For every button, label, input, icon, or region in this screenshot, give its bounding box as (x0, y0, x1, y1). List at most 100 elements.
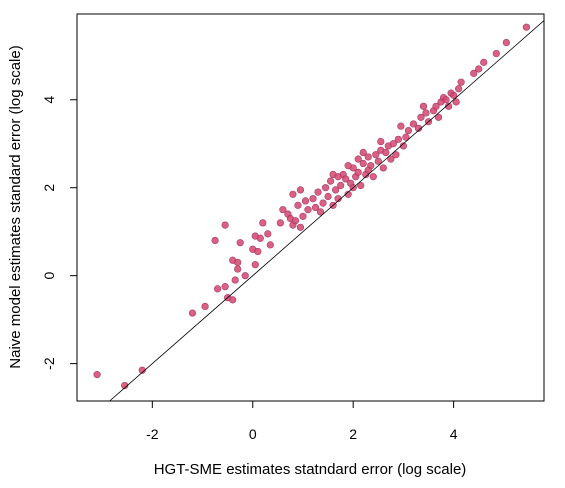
data-point (399, 142, 407, 150)
data-point (364, 166, 372, 174)
data-point (377, 137, 385, 146)
data-point (334, 173, 342, 181)
data-point (394, 135, 402, 143)
data-point (342, 175, 350, 183)
data-point (357, 181, 365, 190)
x-tick-label: 2 (349, 426, 357, 442)
y-axis-title: Naive model estimates standard error (lo… (7, 45, 24, 368)
data-point (337, 181, 345, 190)
data-point (409, 120, 418, 128)
data-point (121, 382, 129, 390)
data-point (289, 190, 297, 198)
data-point (522, 23, 531, 31)
data-point (364, 153, 372, 161)
data-point (296, 223, 305, 231)
data-point (374, 157, 382, 165)
data-point (188, 309, 197, 317)
data-point (309, 195, 317, 203)
data-point (419, 102, 428, 110)
data-point (236, 239, 244, 247)
data-point (93, 371, 101, 379)
data-point (254, 247, 262, 256)
data-point (211, 236, 219, 245)
data-point (334, 195, 342, 203)
data-point (311, 203, 320, 212)
data-point (502, 38, 510, 47)
y-tick-label: 4 (41, 96, 57, 104)
data-point (251, 261, 259, 269)
data-point (316, 208, 325, 216)
data-point (417, 113, 425, 121)
y-axis: -2 0 2 4 (41, 96, 77, 370)
data-point (359, 159, 367, 168)
data-point (221, 283, 229, 291)
data-point (304, 206, 312, 214)
data-point (402, 133, 410, 141)
data-point (296, 186, 305, 194)
data-point (319, 199, 327, 207)
x-axis-title: HGT-SME estimates statndard error (log s… (154, 461, 467, 478)
data-point (387, 155, 395, 163)
y-tick-label: 0 (41, 272, 57, 280)
data-point (455, 85, 463, 93)
data-point (231, 276, 239, 284)
data-point (382, 148, 390, 157)
data-point (221, 221, 229, 229)
points-layer (93, 23, 531, 390)
data-point (414, 124, 423, 132)
y-tick-label: -2 (41, 357, 57, 370)
data-point (241, 272, 249, 280)
data-point (301, 197, 310, 205)
data-point (321, 184, 330, 192)
data-point (344, 190, 352, 198)
data-point (326, 177, 335, 185)
data-point (266, 241, 274, 249)
data-point (294, 201, 302, 209)
data-point (234, 258, 242, 267)
x-tick-label: 4 (450, 426, 458, 442)
y-tick-label: 2 (41, 184, 57, 192)
data-point (452, 98, 460, 106)
data-point (392, 151, 400, 159)
data-point (444, 102, 453, 110)
data-point (432, 102, 440, 110)
data-point (264, 230, 272, 238)
data-point (480, 58, 488, 66)
x-axis: -2 0 2 4 (146, 401, 458, 442)
data-point (359, 148, 367, 157)
data-point (354, 168, 362, 176)
x-tick-label: 0 (249, 426, 257, 442)
data-point (138, 366, 146, 374)
data-point (457, 78, 465, 86)
data-point (475, 65, 483, 73)
data-point (259, 219, 267, 227)
data-point (434, 113, 443, 121)
data-point (442, 96, 450, 104)
data-point (256, 234, 264, 242)
data-point (344, 162, 352, 170)
data-point (404, 126, 413, 135)
data-point (379, 164, 387, 172)
data-point (397, 122, 405, 130)
data-point (372, 151, 380, 159)
data-point (332, 186, 340, 194)
data-point (354, 155, 362, 163)
data-point (389, 140, 397, 148)
data-point (214, 285, 222, 293)
data-point (492, 49, 500, 58)
data-point (324, 192, 332, 201)
reference-line-y-equals-x (109, 20, 545, 402)
x-tick-label: -2 (146, 426, 159, 442)
data-point (299, 212, 307, 220)
data-point (276, 219, 284, 227)
data-point (279, 206, 287, 214)
plot-frame (76, 13, 545, 402)
data-point (314, 188, 322, 196)
data-point (234, 265, 242, 273)
data-point (450, 91, 458, 99)
data-point (201, 302, 209, 311)
data-point (291, 217, 300, 225)
data-point (470, 69, 478, 77)
data-point (422, 109, 430, 117)
